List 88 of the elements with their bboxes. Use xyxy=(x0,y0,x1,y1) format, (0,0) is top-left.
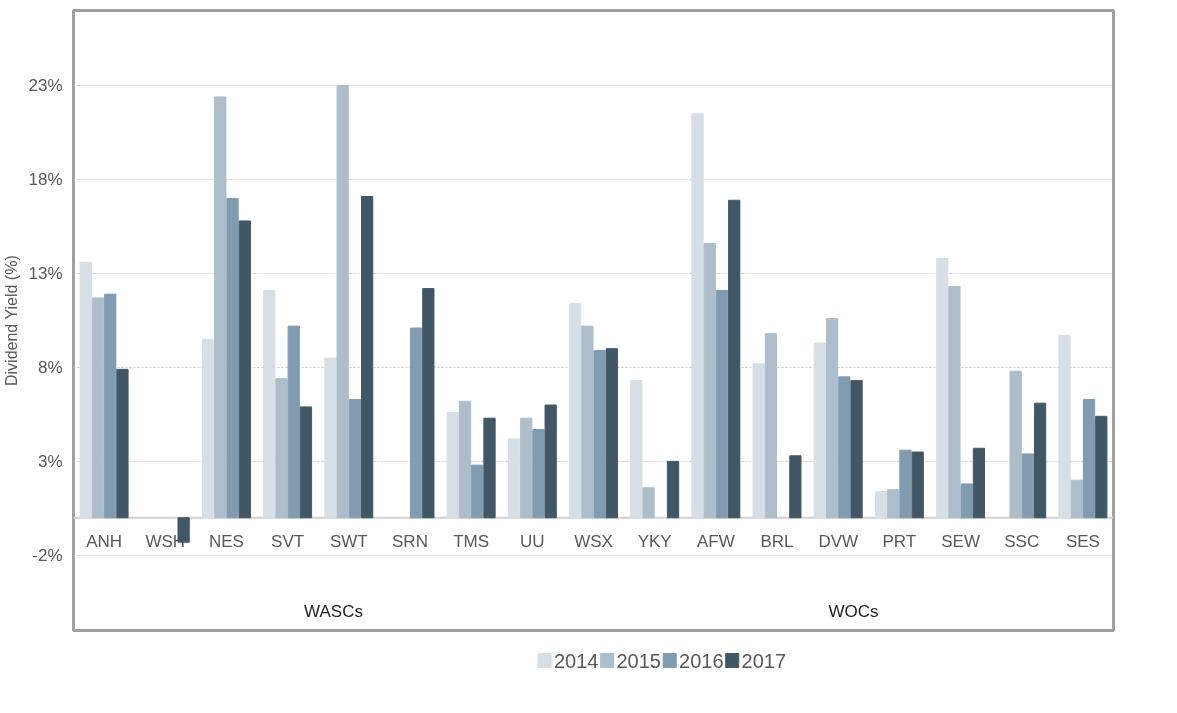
bar xyxy=(214,96,227,519)
bar xyxy=(422,288,435,519)
bar xyxy=(838,376,851,519)
bar xyxy=(605,348,618,519)
bar xyxy=(299,406,313,519)
bar xyxy=(91,297,105,519)
bar xyxy=(789,455,802,519)
y-tick-label: 23% xyxy=(28,76,63,96)
bar xyxy=(972,447,986,519)
bar xyxy=(238,220,251,519)
bar xyxy=(642,487,655,519)
x-tick-label: TMS xyxy=(453,531,490,551)
bar xyxy=(409,327,423,519)
bar xyxy=(520,417,533,519)
bar xyxy=(813,342,826,519)
bar xyxy=(263,289,276,519)
bar xyxy=(593,350,606,519)
bar xyxy=(1082,398,1096,519)
bar xyxy=(79,261,92,519)
legend-label: 2015 xyxy=(616,649,661,672)
bar xyxy=(874,490,888,519)
y-tick-label: 3% xyxy=(37,451,63,471)
bar xyxy=(104,293,117,519)
bar xyxy=(324,357,337,519)
bar xyxy=(336,85,349,519)
bar xyxy=(1033,402,1047,519)
y-tick-label: -2% xyxy=(32,545,63,565)
bar xyxy=(348,398,362,519)
bar xyxy=(226,197,239,519)
bar xyxy=(703,242,716,519)
x-tick-label: SWT xyxy=(329,531,368,551)
bar xyxy=(728,199,741,519)
x-tick-label: YKY xyxy=(637,531,672,551)
x-tick-label: UU xyxy=(520,531,545,551)
y-tick-label: 8% xyxy=(37,357,63,377)
bar xyxy=(532,428,545,519)
legend-label: 2014 xyxy=(553,649,599,672)
annotation: WASCs xyxy=(304,601,363,621)
x-tick-label: SVT xyxy=(271,531,305,551)
bar xyxy=(948,286,961,519)
bar xyxy=(1021,453,1034,519)
bar xyxy=(116,368,129,519)
bar xyxy=(1070,479,1083,519)
bar xyxy=(458,400,472,519)
bar xyxy=(1095,415,1108,519)
bar xyxy=(825,318,839,519)
bar xyxy=(569,303,582,519)
x-tick-label: SEW xyxy=(941,531,980,551)
bar xyxy=(936,258,949,519)
x-tick-label: ANH xyxy=(86,531,123,551)
bar xyxy=(666,460,680,519)
bar xyxy=(691,113,704,519)
legend-label: 2016 xyxy=(679,649,724,672)
legend-label: 2017 xyxy=(741,649,787,672)
annotation: WOCs xyxy=(828,601,879,621)
bar xyxy=(764,333,778,519)
bar xyxy=(201,338,215,519)
bar xyxy=(1009,370,1022,519)
x-tick-label: WSX xyxy=(574,531,613,551)
bar xyxy=(630,380,643,519)
bar xyxy=(275,378,288,519)
bar xyxy=(887,489,900,519)
bar xyxy=(911,451,924,519)
x-tick-label: DVW xyxy=(818,531,859,551)
bar xyxy=(507,438,521,519)
x-tick-label: SES xyxy=(1065,531,1100,551)
bar xyxy=(752,363,765,519)
x-tick-label: NES xyxy=(208,531,244,551)
bar xyxy=(715,289,729,519)
bar xyxy=(850,380,863,519)
y-tick-label: 18% xyxy=(28,170,63,190)
bar xyxy=(544,404,557,519)
y-axis-title: Dividend Yield (%) xyxy=(3,255,21,387)
bar xyxy=(446,412,459,519)
bar xyxy=(581,325,594,519)
bar xyxy=(287,325,300,519)
bar xyxy=(471,464,484,519)
y-tick-label: 13% xyxy=(28,264,63,284)
x-tick-label: BRL xyxy=(760,531,794,551)
x-tick-label: SRN xyxy=(392,531,428,551)
x-tick-label: PRT xyxy=(882,531,917,551)
bar xyxy=(899,449,912,519)
bar xyxy=(1058,335,1071,519)
bar xyxy=(361,196,374,519)
x-tick-label: SSC xyxy=(1004,531,1040,551)
x-tick-label: AFW xyxy=(696,531,735,551)
bar xyxy=(960,483,973,519)
bar xyxy=(483,417,496,519)
